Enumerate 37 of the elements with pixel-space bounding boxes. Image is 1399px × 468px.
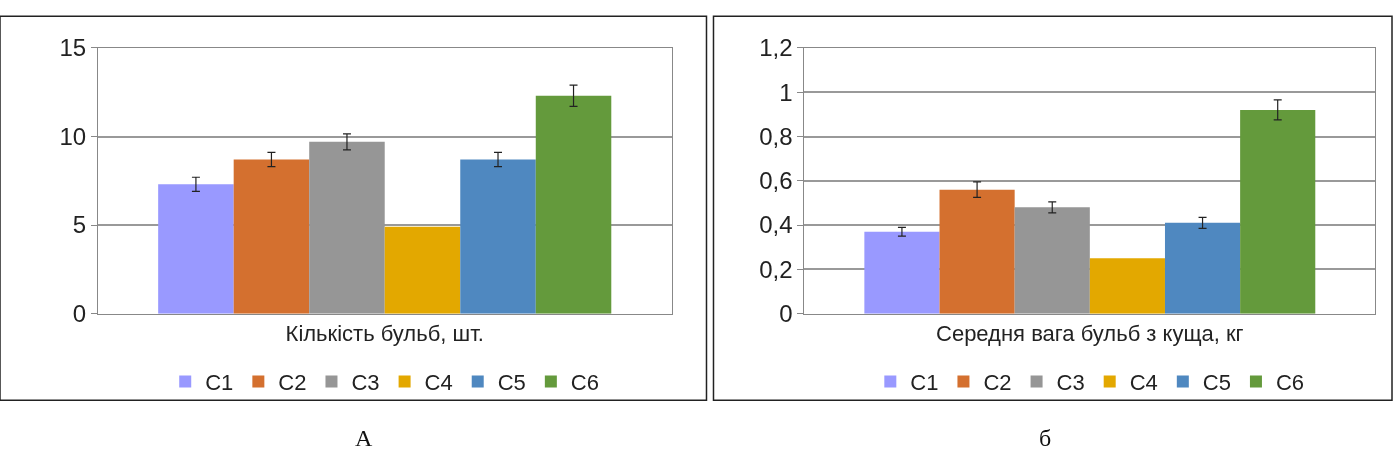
y-tick-label: 1,2 xyxy=(759,34,793,62)
text: А xyxy=(355,425,373,451)
y-tick-label: 0,4 xyxy=(759,211,793,239)
bar xyxy=(233,159,310,314)
legend-label: C1 xyxy=(205,370,234,396)
legend-label: C4 xyxy=(1129,370,1158,396)
bar xyxy=(1240,109,1316,314)
y-tick-label: 0,8 xyxy=(759,122,793,150)
legend-label: C5 xyxy=(1202,370,1231,396)
y-tick-label: 15 xyxy=(59,34,87,62)
y-tick-label: 0 xyxy=(779,300,793,328)
bar xyxy=(158,184,234,314)
y-tick-label: 0 xyxy=(72,300,87,328)
bar xyxy=(535,95,612,314)
legend-label: C1 xyxy=(910,370,939,396)
bar xyxy=(864,231,940,314)
bar xyxy=(1164,222,1241,314)
legend-label: C3 xyxy=(1056,370,1085,396)
y-tick-label: 10 xyxy=(59,122,87,150)
legend-label: C4 xyxy=(424,370,453,396)
y-tick-label: 0,2 xyxy=(759,255,793,283)
x-tick-label: Кількість бульб, шт. xyxy=(285,321,484,347)
bar xyxy=(939,189,1015,314)
y-tick-label: 1 xyxy=(779,78,793,106)
text: б xyxy=(1039,425,1052,451)
legend-label: C2 xyxy=(983,370,1012,396)
bar xyxy=(1089,258,1165,314)
bar xyxy=(460,159,536,314)
legend-label: C3 xyxy=(351,370,380,396)
bar xyxy=(384,226,461,314)
legend-label: C5 xyxy=(497,370,526,396)
legend-label: C6 xyxy=(570,370,599,396)
legend-label: C2 xyxy=(278,370,307,396)
y-tick-label: 0,6 xyxy=(759,167,793,195)
x-tick-label: Середня вага бульб з куща, кг xyxy=(936,321,1244,347)
legend-label: C6 xyxy=(1275,370,1305,396)
y-tick-label: 5 xyxy=(72,211,87,239)
